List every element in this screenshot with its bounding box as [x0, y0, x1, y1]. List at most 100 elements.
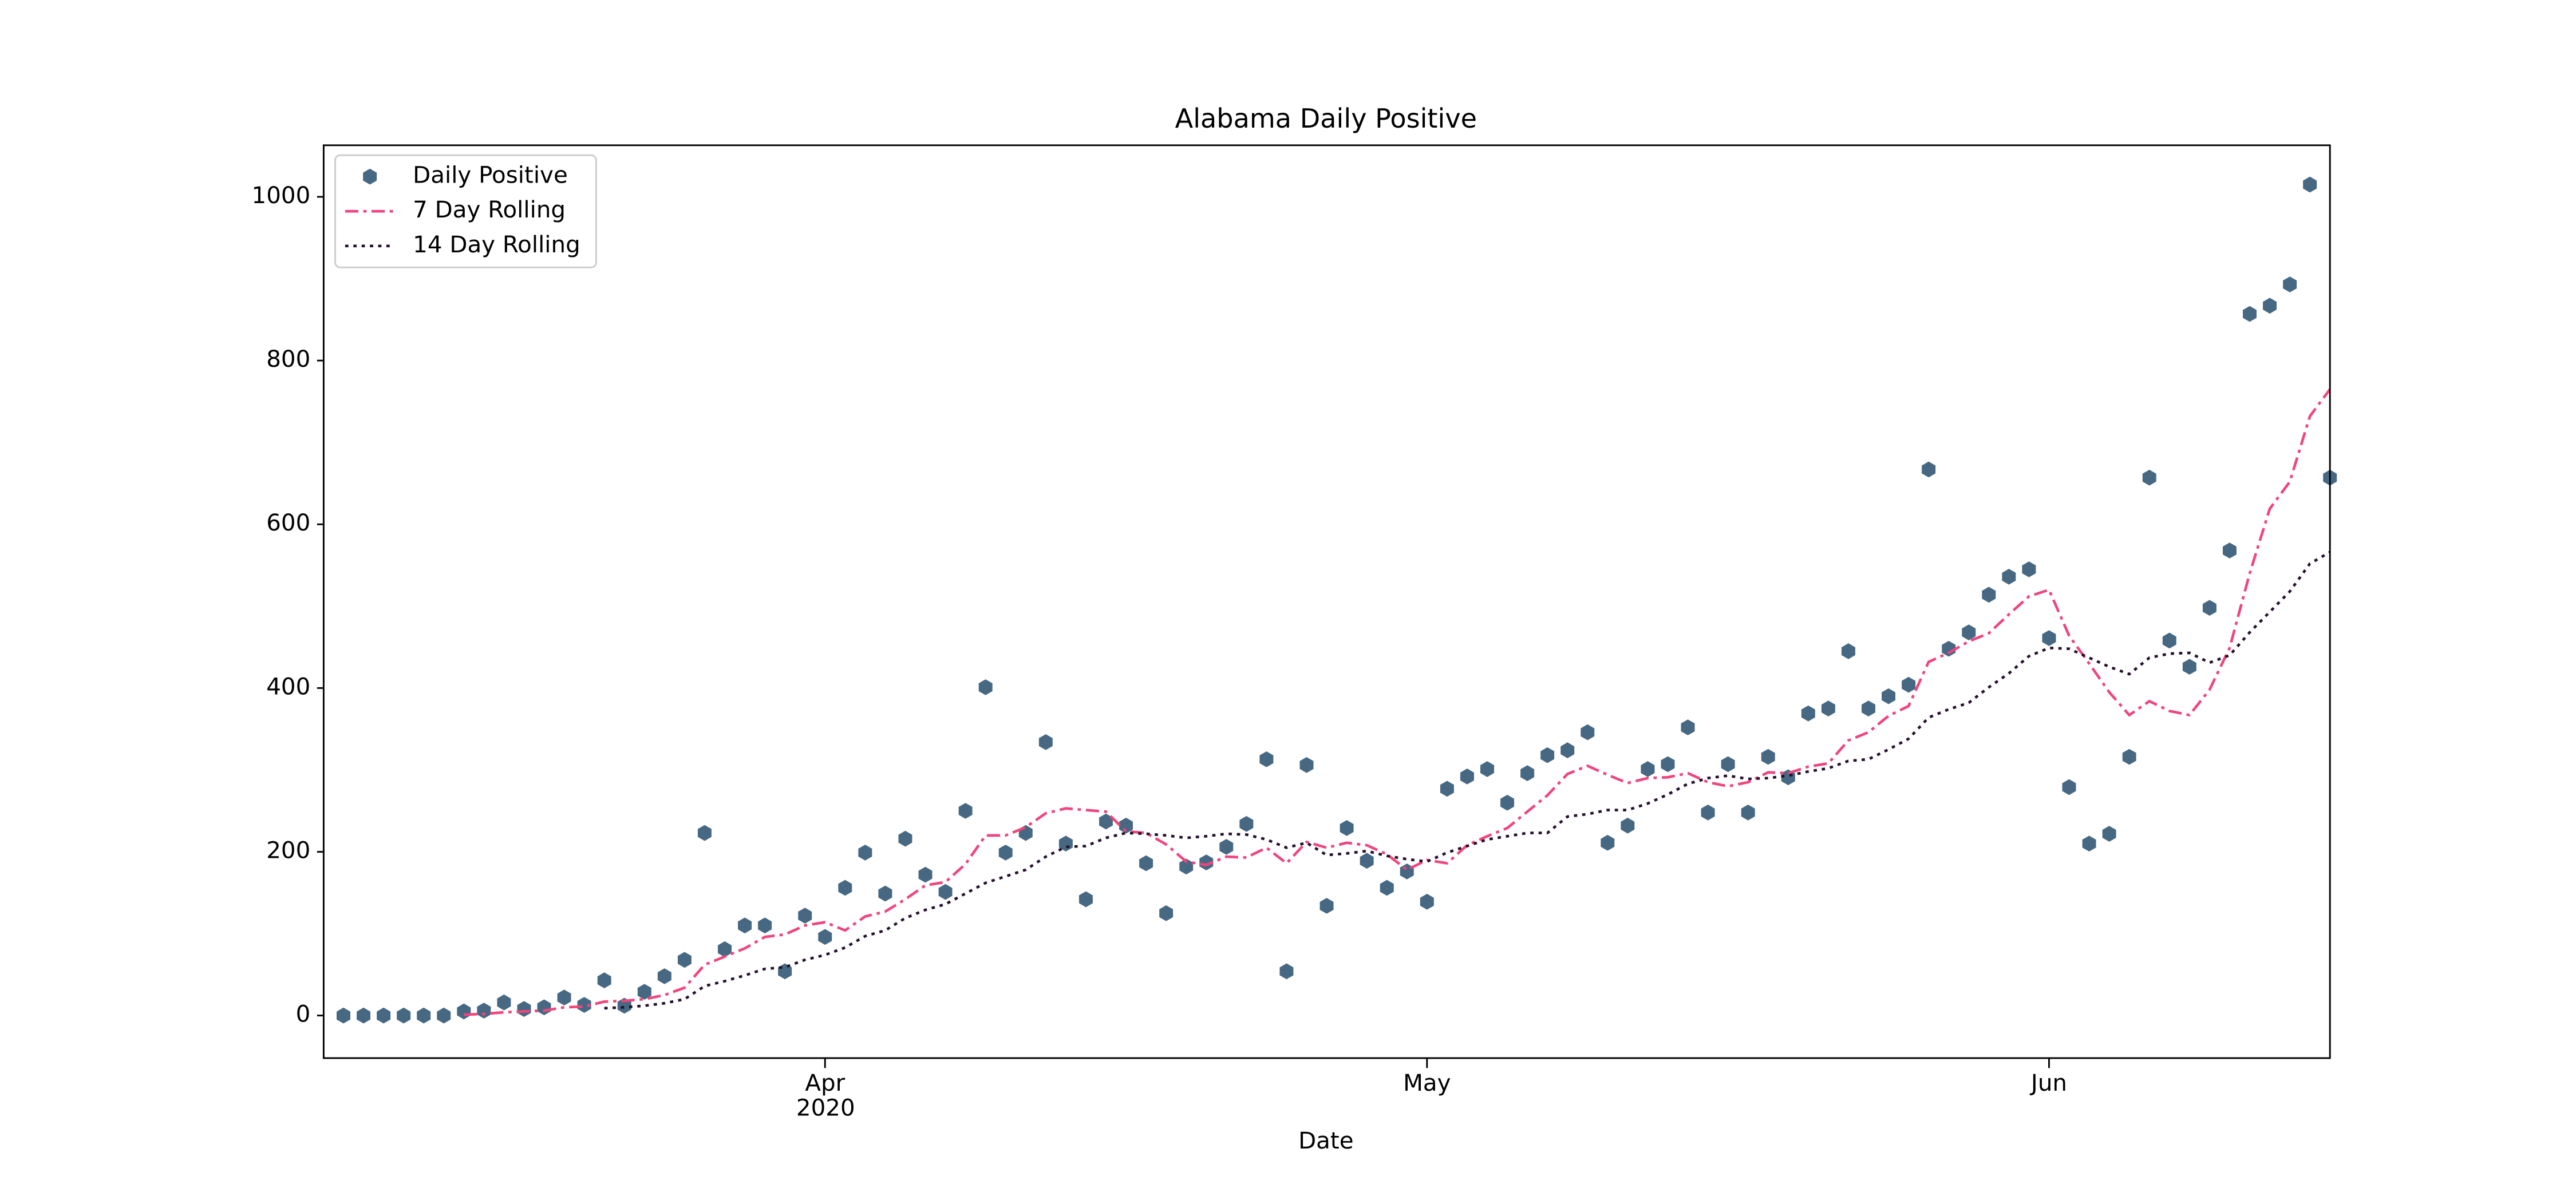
data-point: [2162, 632, 2176, 649]
data-point: [1862, 700, 1875, 716]
data-point: [998, 845, 1013, 861]
data-point: [1500, 794, 1515, 811]
data-point: [1179, 858, 1194, 875]
data-point: [1601, 834, 1615, 851]
data-point: [878, 885, 892, 902]
data-point: [397, 1007, 411, 1024]
data-point: [858, 845, 872, 861]
rolling-line: [604, 550, 2330, 1010]
data-point: [938, 884, 953, 900]
data-point: [1821, 700, 1835, 716]
data-point: [417, 1007, 431, 1024]
data-point: [437, 1007, 451, 1024]
data-point: [2082, 835, 2096, 852]
legend-label: 7 Day Rolling: [413, 196, 566, 223]
data-point: [1360, 853, 1374, 869]
chart-title: Alabama Daily Positive: [1175, 103, 1477, 134]
data-point: [337, 1007, 350, 1024]
data-point: [1299, 757, 1314, 773]
data-point: [2283, 276, 2297, 292]
data-point: [898, 830, 912, 847]
data-point: [597, 972, 611, 988]
data-point: [718, 941, 732, 957]
data-point: [1420, 893, 1434, 910]
data-point: [497, 994, 511, 1011]
data-point: [1520, 765, 1535, 781]
data-point: [2222, 542, 2237, 559]
data-point: [1882, 688, 1896, 704]
data-point: [1721, 756, 1735, 773]
data-point: [1902, 676, 1916, 693]
data-point: [2062, 779, 2076, 795]
data-point: [1962, 624, 1976, 640]
data-point: [1741, 804, 1755, 821]
data-point: [2122, 748, 2136, 765]
data-point: [958, 803, 973, 819]
legend-box: [334, 154, 597, 268]
data-point: [1440, 781, 1454, 797]
data-point: [2002, 568, 2016, 585]
y-tick-label: 600: [266, 509, 310, 536]
data-point: [798, 908, 812, 924]
data-point: [637, 984, 651, 1000]
data-point: [1239, 816, 1254, 832]
data-point: [357, 1007, 371, 1024]
data-point: [1641, 761, 1655, 777]
data-point: [1199, 854, 1214, 870]
x-tick-label: Apr: [805, 1070, 845, 1096]
plot-frame: [322, 144, 2331, 1059]
data-point: [2182, 659, 2196, 675]
data-point: [1841, 643, 1855, 659]
y-tick-label: 200: [266, 837, 310, 864]
data-point: [2202, 600, 2217, 616]
data-point: [517, 1001, 531, 1017]
data-point: [377, 1007, 391, 1024]
data-point: [1621, 817, 1635, 834]
y-tick-label: 800: [266, 346, 310, 373]
data-point: [1159, 905, 1174, 921]
x-tick-label: Jun: [2029, 1070, 2067, 1096]
data-point: [1681, 719, 1695, 735]
x-year-label: 2020: [796, 1094, 855, 1121]
data-point: [1540, 747, 1555, 763]
x-tick-label: May: [1403, 1070, 1451, 1096]
data-point: [1119, 817, 1133, 834]
data-point: [2022, 561, 2036, 577]
data-point: [577, 997, 591, 1013]
data-point: [2303, 176, 2317, 193]
legend-label: Daily Positive: [413, 162, 568, 189]
data-point: [1078, 891, 1093, 908]
data-point: [1038, 734, 1053, 750]
data-point: [1942, 640, 1956, 657]
data-point: [1701, 804, 1715, 821]
data-point: [1480, 761, 1494, 777]
y-tick-label: 0: [296, 1001, 311, 1028]
data-point: [1982, 587, 1996, 603]
data-point: [2263, 298, 2277, 314]
data-point: [677, 952, 692, 968]
legend-label: 14 Day Rolling: [413, 231, 580, 258]
data-point: [1259, 751, 1274, 767]
data-point: [838, 880, 852, 896]
data-point: [738, 917, 752, 934]
data-point: [1922, 461, 1936, 478]
data-point: [477, 1003, 491, 1019]
data-point: [1460, 769, 1474, 785]
data-point: [1581, 724, 1595, 740]
x-axis-label: Date: [1298, 1127, 1354, 1154]
data-point: [1560, 742, 1575, 758]
data-point: [918, 866, 933, 883]
data-point: [818, 929, 832, 945]
y-tick-label: 1000: [252, 182, 311, 209]
rolling-line: [464, 388, 2330, 1016]
data-point: [557, 989, 571, 1006]
y-tick-label: 400: [266, 673, 310, 700]
data-point: [1099, 813, 1113, 830]
data-point: [1319, 898, 1334, 914]
data-point: [1661, 756, 1675, 773]
data-point: [1279, 963, 1294, 980]
data-point: [1380, 880, 1394, 896]
data-point: [697, 825, 712, 841]
data-point: [2042, 630, 2056, 646]
